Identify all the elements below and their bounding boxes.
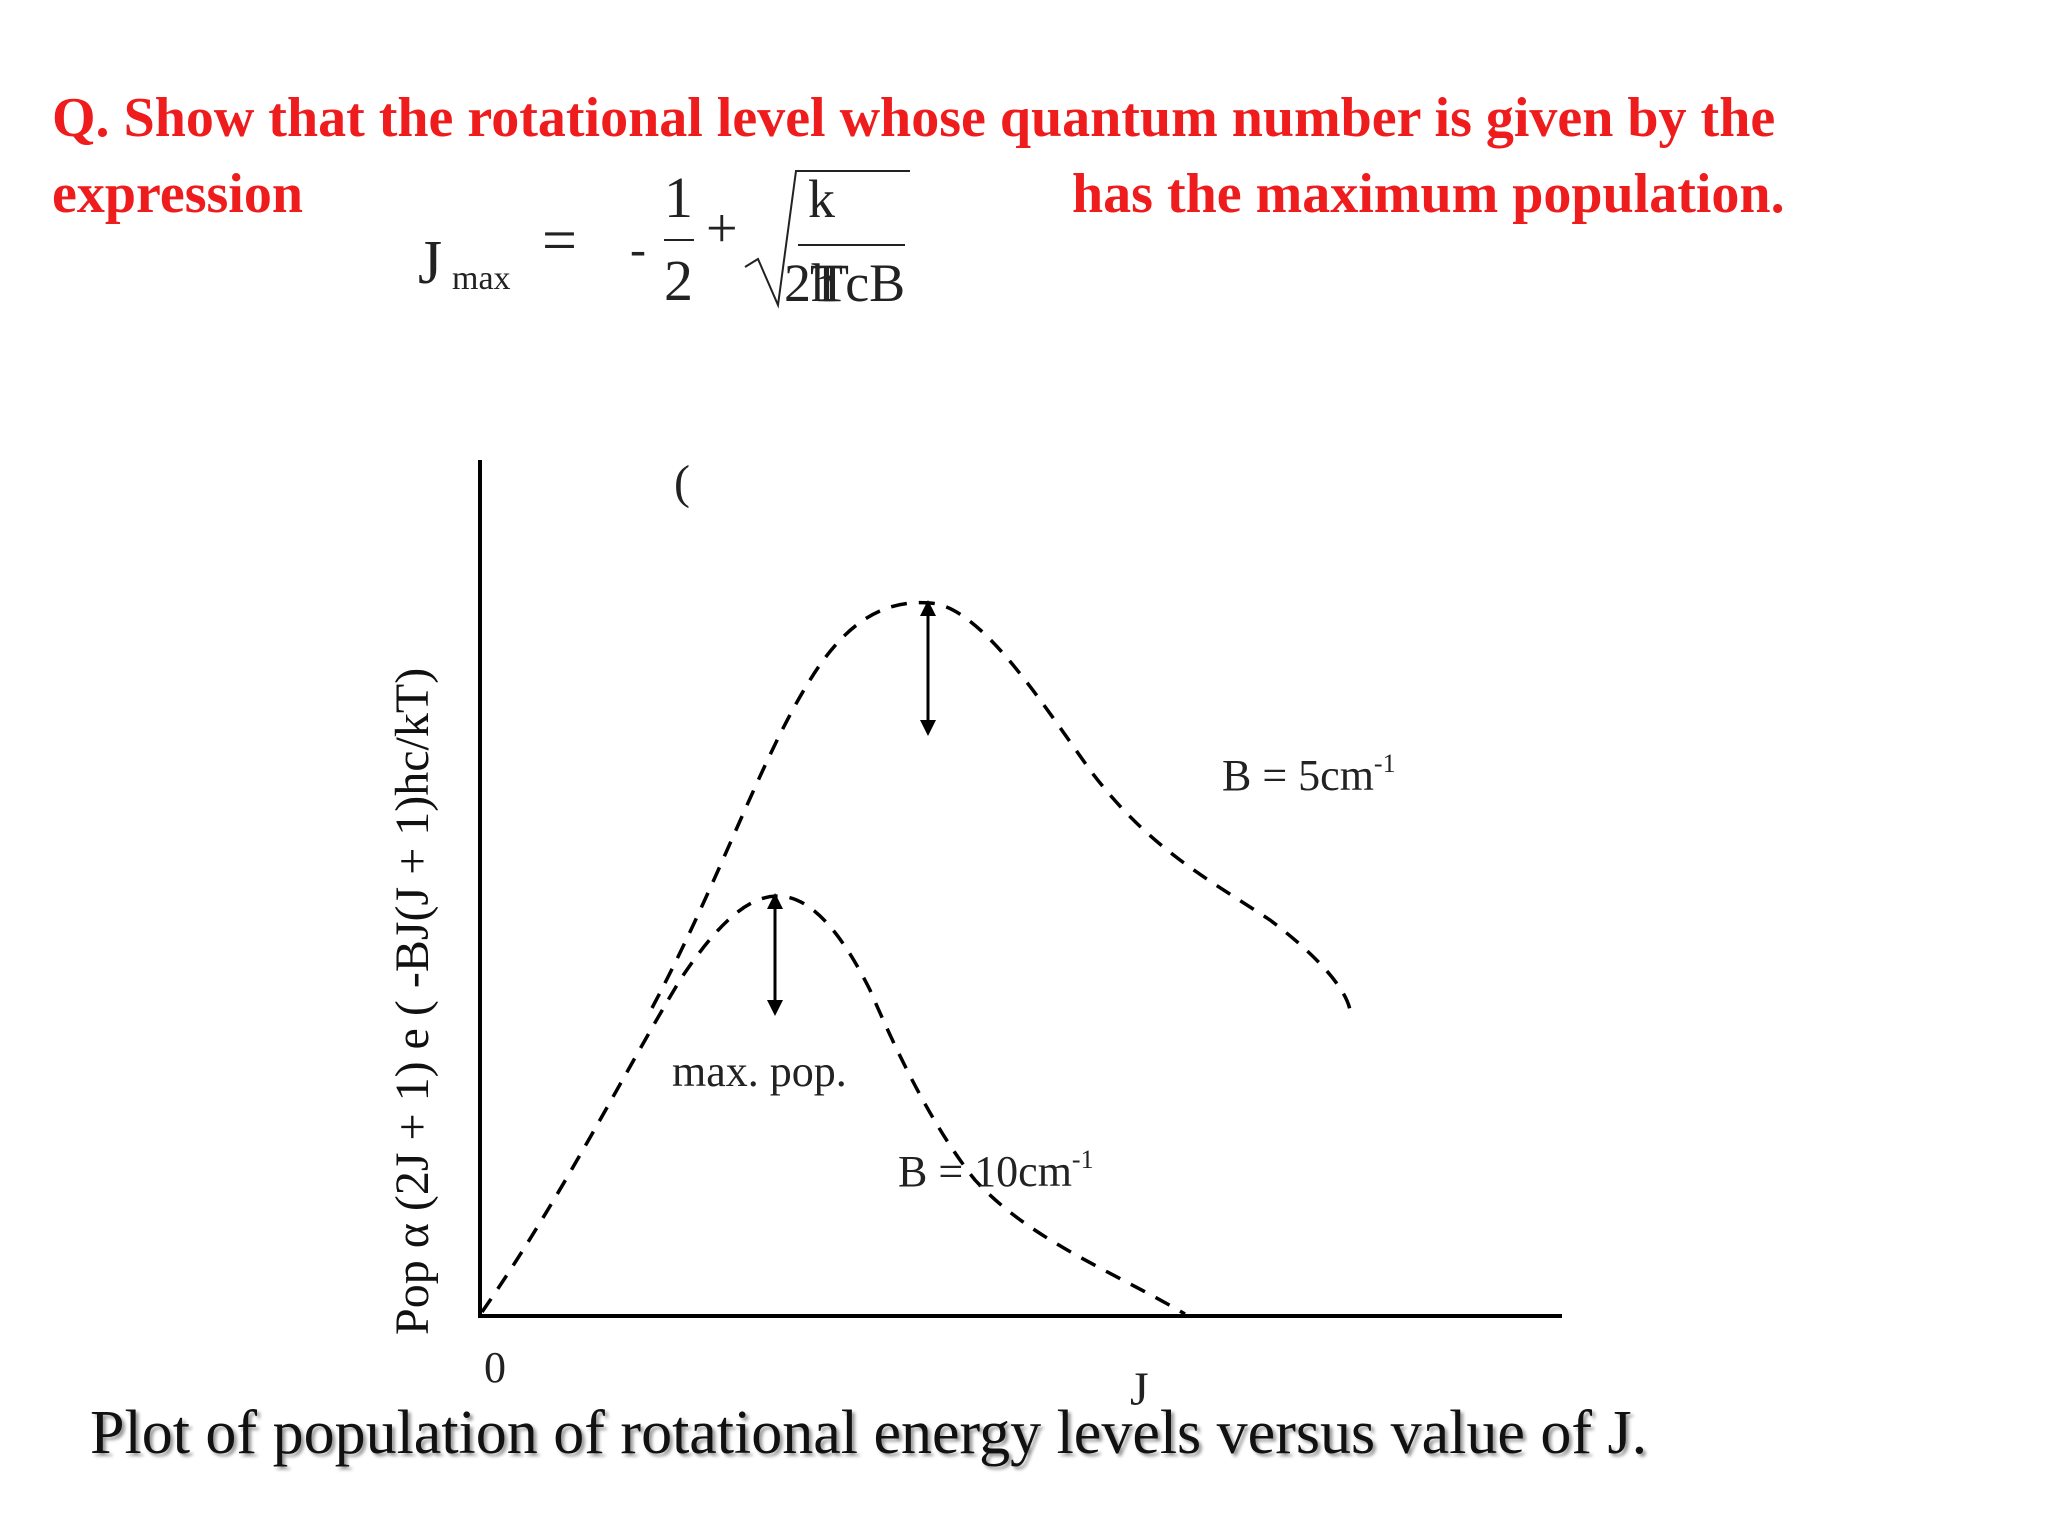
label-b5-sup: -1	[1374, 749, 1396, 778]
formula-sqrt-den-overlap: T	[810, 253, 843, 313]
question-line-2-left: expression	[52, 163, 303, 225]
formula-lhs-sub: max	[452, 260, 511, 297]
formula-sqrt-sign	[744, 170, 910, 309]
label-b5-text: B = 5cm	[1222, 751, 1374, 800]
question-prefix: Q.	[52, 87, 110, 149]
x-origin-label: 0	[484, 1343, 506, 1392]
label-b10-text: B = 10cm	[898, 1147, 1072, 1196]
curve-b10	[480, 894, 1186, 1316]
y-axis-label: Pop α (2J + 1) e ( -BJ(J + 1)hc/kT)	[386, 668, 439, 1335]
formula-minus: -	[630, 223, 646, 276]
stray-paren: (	[674, 456, 690, 509]
max-pop-arrow-b10-head-up	[767, 893, 783, 909]
label-b5: B = 5cm-1	[1222, 749, 1396, 800]
max-pop-arrow-b5-head-up	[920, 600, 936, 616]
formula-lhs: J	[418, 229, 442, 297]
formula-frac-num: 1	[664, 165, 693, 230]
formula-frac-den: 2	[664, 248, 693, 313]
figure-caption: Plot of population of rotational energy …	[90, 1399, 1648, 1467]
formula-sqrt-den-a: 2h	[784, 253, 838, 313]
curve-b5	[650, 600, 1352, 1011]
question-line-1-text: Show that the rotational level whose qua…	[123, 87, 1776, 149]
max-pop-arrow-b5-head-down	[920, 720, 936, 736]
label-b10-sup: -1	[1072, 1145, 1094, 1174]
question-line-1: Q. Show that the rotational level whose …	[52, 86, 1775, 150]
jmax-formula: J max = - 1 2 + k 2h T TcB	[418, 165, 910, 313]
label-b10: B = 10cm-1	[898, 1145, 1094, 1196]
formula-equals: =	[542, 207, 577, 275]
max-pop-annotation: max. pop.	[672, 1047, 847, 1096]
formula-sqrt-den-b: TcB	[816, 253, 905, 313]
max-pop-arrow-b10-head-down	[767, 1000, 783, 1016]
formula-plus: +	[706, 198, 738, 260]
x-axis-label: J	[1130, 1363, 1149, 1416]
formula-sqrt-num: k	[808, 169, 835, 229]
question-line-2-right: has the maximum population.	[1072, 163, 1785, 225]
